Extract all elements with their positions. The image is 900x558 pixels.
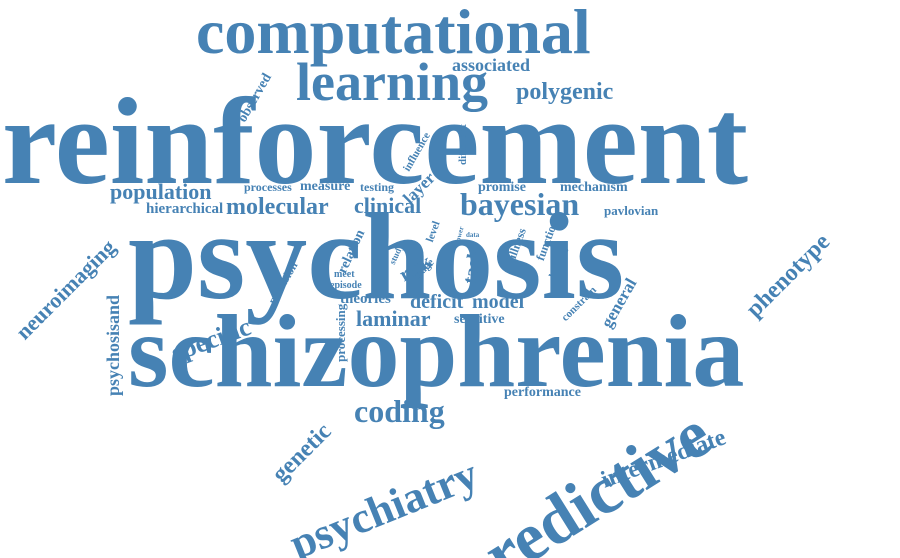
word-genetic: genetic: [267, 418, 337, 488]
word-clinical: clinical: [354, 193, 422, 218]
word-population: population: [110, 179, 212, 204]
word-measure: measure: [300, 179, 351, 194]
word-hierarchical: hierarchical: [146, 201, 224, 217]
word-molecular: molecular: [226, 194, 329, 220]
word-learning: learning: [296, 52, 489, 112]
word-theories: theories: [340, 291, 391, 307]
word-episode: episode: [330, 280, 362, 291]
word-associated: associated: [452, 55, 530, 75]
word-pavlovian: pavlovian: [604, 203, 659, 218]
word-sensitive: sensitive: [454, 312, 505, 327]
word-psychosisand: psychosisand: [103, 294, 123, 396]
word-deficit: deficit: [410, 291, 464, 313]
word-different: different: [457, 124, 469, 165]
word-schizophrenia: schizophrenia: [128, 294, 745, 409]
word-model: model: [472, 291, 525, 313]
word-coding: coding: [354, 393, 445, 429]
word-psychosis: psychosis: [128, 188, 625, 325]
word-polygenic: polygenic: [516, 79, 614, 105]
word-mechanism: mechanism: [560, 180, 628, 195]
word-promise: promise: [478, 180, 526, 195]
word-predictive: predictive: [437, 395, 724, 558]
word-testing: testing: [360, 180, 394, 194]
word-bayesian: bayesian: [460, 186, 580, 222]
word-reinforcement: reinforcement: [2, 73, 748, 210]
word-meet: meet: [334, 269, 355, 280]
word-data: data: [466, 231, 480, 239]
word-performance: performance: [504, 385, 581, 400]
word-computational: computational: [196, 0, 591, 67]
word-processes: processes: [244, 180, 292, 194]
word-laminar: laminar: [356, 306, 431, 331]
word-phenotype: phenotype: [741, 228, 836, 323]
